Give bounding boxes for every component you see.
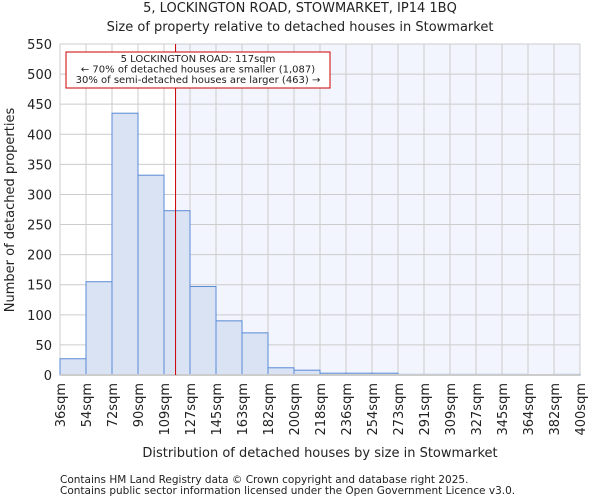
x-tick-label: 254sqm bbox=[366, 383, 381, 436]
annotation-line: 5 LOCKINGTON ROAD: 117sqm bbox=[121, 54, 276, 65]
y-tick-label: 400 bbox=[27, 128, 52, 143]
x-tick-label: 236sqm bbox=[340, 383, 355, 436]
x-tick-label: 400sqm bbox=[574, 383, 589, 436]
y-tick-label: 550 bbox=[27, 38, 52, 53]
histogram-bar bbox=[59, 358, 87, 376]
x-tick-label: 345sqm bbox=[496, 383, 511, 436]
x-tick-label: 382sqm bbox=[548, 383, 563, 436]
x-axis-label: Distribution of detached houses by size … bbox=[142, 446, 497, 461]
x-tick-label: 72sqm bbox=[106, 383, 121, 427]
chart-subtitle: Size of property relative to detached ho… bbox=[107, 20, 494, 35]
footer-line-1: Contains HM Land Registry data © Crown c… bbox=[60, 474, 468, 486]
x-tick-label: 200sqm bbox=[288, 383, 303, 436]
annotation-line: 30% of semi-detached houses are larger (… bbox=[76, 75, 321, 86]
histogram-bar bbox=[189, 286, 217, 376]
y-axis-label: Number of detached properties bbox=[3, 108, 18, 313]
x-tick-label: 54sqm bbox=[80, 383, 95, 427]
x-tick-label: 309sqm bbox=[444, 383, 459, 436]
x-tick-label: 273sqm bbox=[392, 383, 407, 436]
y-tick-label: 350 bbox=[27, 158, 52, 173]
y-tick-label: 450 bbox=[27, 98, 52, 113]
histogram-bar bbox=[85, 281, 113, 376]
y-tick-label: 100 bbox=[27, 309, 52, 324]
histogram-bar bbox=[137, 174, 165, 376]
annotation-box bbox=[65, 51, 331, 89]
annotation-line: ← 70% of detached houses are smaller (1,… bbox=[81, 65, 315, 76]
y-tick-label: 250 bbox=[27, 219, 52, 234]
x-tick-label: 182sqm bbox=[262, 383, 277, 436]
y-tick-label: 50 bbox=[35, 339, 52, 354]
x-tick-label: 90sqm bbox=[132, 383, 147, 427]
y-tick-label: 200 bbox=[27, 249, 52, 264]
y-tick-label: 500 bbox=[27, 68, 52, 83]
y-tick-label: 150 bbox=[27, 279, 52, 294]
histogram-bar bbox=[111, 112, 139, 376]
x-tick-label: 327sqm bbox=[470, 383, 485, 436]
x-tick-label: 163sqm bbox=[236, 383, 251, 436]
chart-title: 5, LOCKINGTON ROAD, STOWMARKET, IP14 1BQ bbox=[143, 1, 457, 16]
histogram-bar bbox=[215, 320, 243, 376]
x-tick-label: 145sqm bbox=[210, 383, 225, 436]
histogram-bar bbox=[163, 210, 191, 376]
x-tick-label: 36sqm bbox=[54, 383, 69, 427]
histogram-bar bbox=[241, 332, 269, 376]
x-tick-label: 291sqm bbox=[418, 383, 433, 436]
x-tick-label: 218sqm bbox=[314, 383, 329, 436]
x-tick-label: 109sqm bbox=[158, 383, 173, 436]
footer-line-2: Contains public sector information licen… bbox=[60, 485, 515, 497]
y-tick-label: 0 bbox=[44, 369, 52, 384]
larger-region-background bbox=[175, 44, 581, 375]
x-tick-label: 364sqm bbox=[522, 383, 537, 436]
x-tick-label: 127sqm bbox=[184, 383, 199, 436]
y-tick-label: 300 bbox=[27, 188, 52, 203]
histogram-bar bbox=[267, 367, 295, 376]
